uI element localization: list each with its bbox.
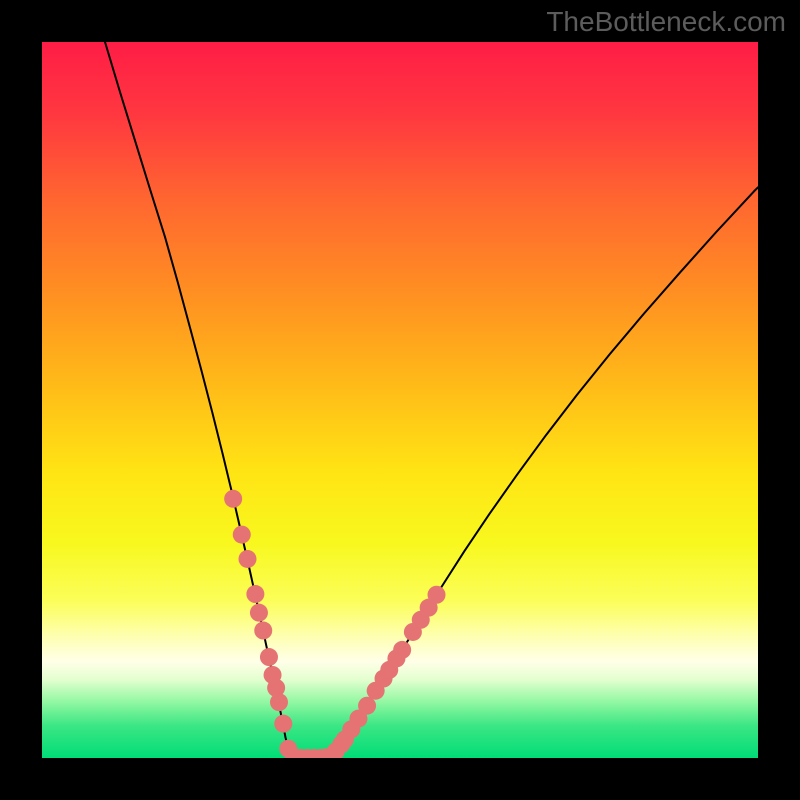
marker-point (250, 604, 268, 622)
watermark-text: TheBottleneck.com (546, 6, 786, 38)
chart-svg (42, 42, 758, 758)
marker-point (358, 697, 376, 715)
marker-point (238, 550, 256, 568)
plot-area (42, 42, 758, 758)
marker-point (254, 622, 272, 640)
marker-point (270, 693, 288, 711)
marker-point (274, 715, 292, 733)
marker-point (428, 586, 446, 604)
marker-point (233, 526, 251, 544)
marker-point (260, 648, 278, 666)
marker-point (393, 641, 411, 659)
marker-point (224, 490, 242, 508)
marker-point (246, 585, 264, 603)
